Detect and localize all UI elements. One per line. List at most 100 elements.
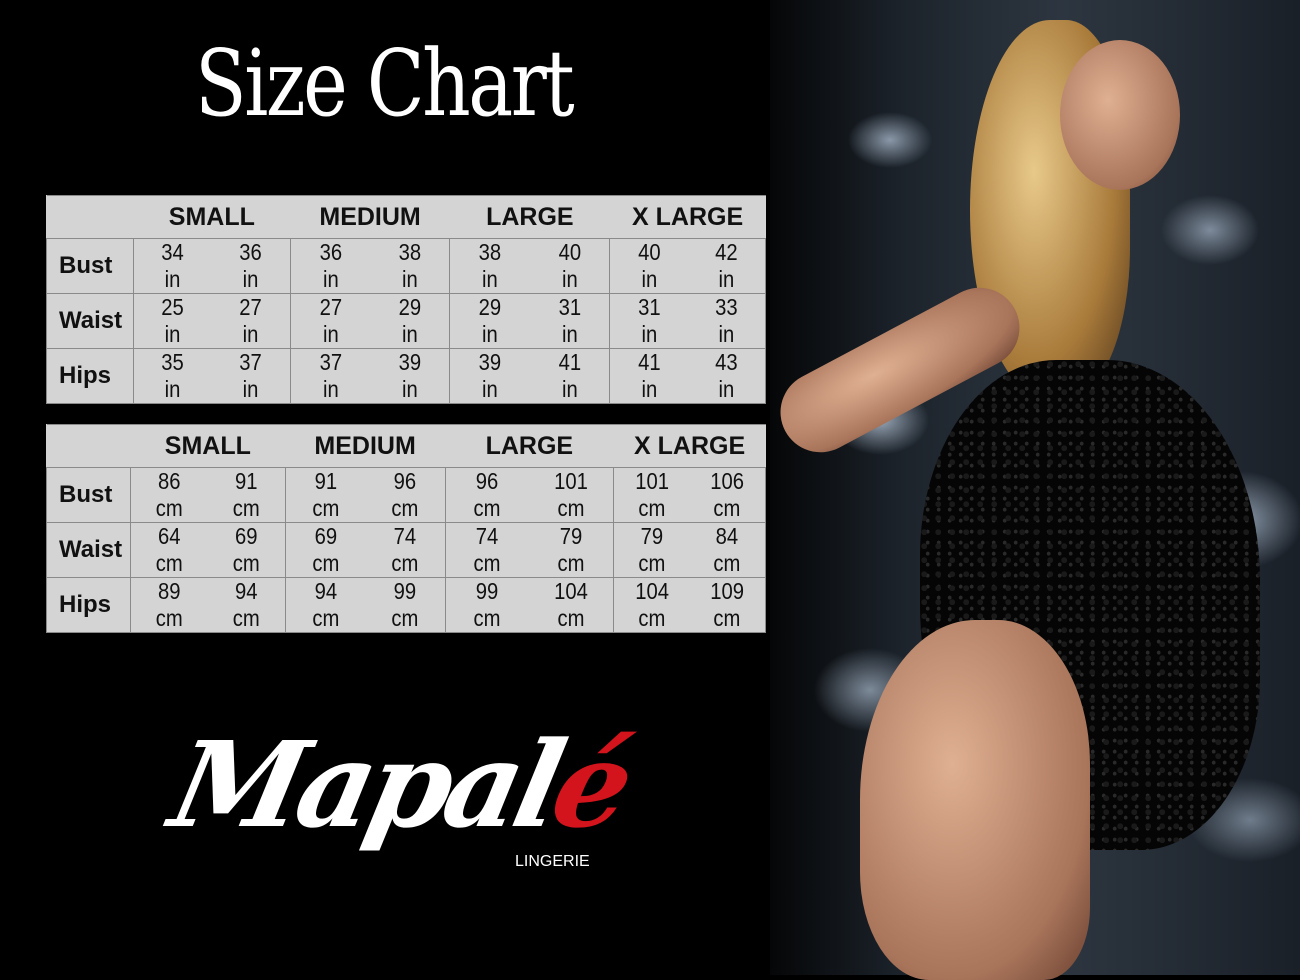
measurement-value: 43 in <box>688 349 765 403</box>
measurement-value: 37 in <box>212 349 290 403</box>
size-header: SMALL <box>133 195 291 239</box>
measurement-value: 84 cm <box>690 523 765 577</box>
measurement-value: 64 cm <box>131 523 208 577</box>
value-text: 89 cm <box>155 578 183 631</box>
measurement-value: 74 cm <box>365 523 444 577</box>
measurement-value: 91 cm <box>286 468 365 522</box>
size-header: LARGE <box>445 424 614 468</box>
measurement-label: Waist <box>46 293 134 349</box>
measurement-value: 106 cm <box>690 468 765 522</box>
value-text: 37 in <box>319 349 342 402</box>
value-text: 106 cm <box>710 468 745 521</box>
value-text: 74 cm <box>391 523 419 576</box>
brand-subtitle: LINGERIE <box>515 853 590 870</box>
value-text: 109 cm <box>710 578 745 631</box>
value-text: 36 in <box>319 239 342 292</box>
value-text: 104 cm <box>635 578 670 631</box>
value-text: 39 in <box>478 349 502 402</box>
value-text: 25 in <box>161 294 185 347</box>
value-text: 94 cm <box>311 578 339 631</box>
value-text: 39 in <box>398 349 422 402</box>
model-bodysuit <box>920 360 1260 850</box>
measurement-value: 69 cm <box>208 523 285 577</box>
measurement-label: Hips <box>46 577 131 633</box>
brand-logo: Mapalé <box>160 715 639 854</box>
value-text: 31 in <box>637 294 661 347</box>
measurement-value: 29 in <box>370 294 449 348</box>
measurement-value: 86 cm <box>131 468 208 522</box>
size-cell: 35 in 37 in <box>132 348 291 404</box>
model-photo <box>766 0 1300 980</box>
measurement-value: 33 in <box>688 294 765 348</box>
measurement-value: 41 in <box>530 349 609 403</box>
measurement-label: Bust <box>46 238 134 294</box>
measurement-label: Waist <box>46 522 131 578</box>
corner-cell <box>46 424 131 468</box>
measurement-value: 89 cm <box>131 578 208 632</box>
size-header: X LARGE <box>613 424 766 468</box>
value-text: 91 cm <box>311 468 339 521</box>
size-cell: 34 in 36 in <box>132 238 291 294</box>
size-cell: 99 cm 104 cm <box>444 577 615 633</box>
model-face <box>1060 40 1180 190</box>
measurement-value: 36 in <box>291 239 370 293</box>
value-text: 69 cm <box>232 523 260 576</box>
size-cell: 25 in 27 in <box>132 293 291 349</box>
size-cell: 96 cm 101 cm <box>444 467 615 523</box>
value-text: 41 in <box>558 349 581 402</box>
value-text: 99 cm <box>391 578 419 631</box>
value-text: 91 cm <box>232 468 260 521</box>
value-text: 99 cm <box>473 578 501 631</box>
measurement-value: 40 in <box>610 239 687 293</box>
corner-cell <box>46 195 134 239</box>
value-text: 40 in <box>637 239 661 292</box>
size-header: MEDIUM <box>290 195 450 239</box>
measurement-value: 40 in <box>530 239 609 293</box>
measurement-value: 91 cm <box>208 468 285 522</box>
measurement-value: 34 in <box>134 239 212 293</box>
size-cell: 86 cm 91 cm <box>129 467 286 523</box>
measurement-value: 79 cm <box>529 523 613 577</box>
table-row: Waist 64 cm 69 cm 69 cm 74 cm 74 cm 79 cm 79 cm… <box>46 522 766 578</box>
size-header: X LARGE <box>609 195 766 239</box>
value-text: 40 in <box>558 239 581 292</box>
measurement-label: Hips <box>46 348 134 404</box>
size-header: LARGE <box>449 195 610 239</box>
size-cell: 40 in 42 in <box>609 238 766 294</box>
size-cell: 29 in 31 in <box>449 293 611 349</box>
value-text: 38 in <box>478 239 502 292</box>
brand-name: Mapal <box>160 715 571 854</box>
size-header: MEDIUM <box>285 424 445 468</box>
measurement-value: 94 cm <box>286 578 365 632</box>
measurement-value: 27 in <box>291 294 370 348</box>
measurement-value: 99 cm <box>365 578 444 632</box>
measurement-value: 36 in <box>212 239 290 293</box>
size-cell: 38 in 40 in <box>449 238 611 294</box>
page-title: Size Chart <box>195 30 575 137</box>
measurement-value: 27 in <box>212 294 290 348</box>
measurement-value: 38 in <box>450 239 529 293</box>
measurement-value: 79 cm <box>614 523 689 577</box>
size-cell: 64 cm 69 cm <box>129 522 286 578</box>
measurement-value: 96 cm <box>446 468 530 522</box>
size-cell: 37 in 39 in <box>289 348 451 404</box>
value-text: 79 cm <box>557 523 585 576</box>
table-row: Bust 34 in36 in 36 in38 in 38 in40 in 40 in4… <box>46 238 766 294</box>
size-cell: 27 in 29 in <box>289 293 451 349</box>
measurement-value: 42 in <box>688 239 765 293</box>
measurement-value: 35 in <box>134 349 212 403</box>
value-text: 35 in <box>161 349 185 402</box>
size-cell: 101 cm 106 cm <box>613 467 766 523</box>
table-row: Waist 25 in 27 in 27 in 29 in 29 in31 in 31 in… <box>46 293 766 349</box>
measurement-value: 25 in <box>134 294 212 348</box>
model-leg <box>860 620 1090 980</box>
value-text: 27 in <box>319 294 342 347</box>
measurement-value: 38 in <box>370 239 449 293</box>
measurement-value: 96 cm <box>365 468 444 522</box>
table-row: Bust 86 cm91 cm 91 cm96 cm 96 cm101 cm 101 c… <box>46 467 766 523</box>
measurement-value: 29 in <box>450 294 529 348</box>
measurement-value: 31 in <box>610 294 687 348</box>
measurement-value: 74 cm <box>446 523 530 577</box>
table-row: Hips 35 in37 in 37 in39 in 39 in41 in 41 in4… <box>46 348 766 404</box>
value-text: 94 cm <box>232 578 260 631</box>
